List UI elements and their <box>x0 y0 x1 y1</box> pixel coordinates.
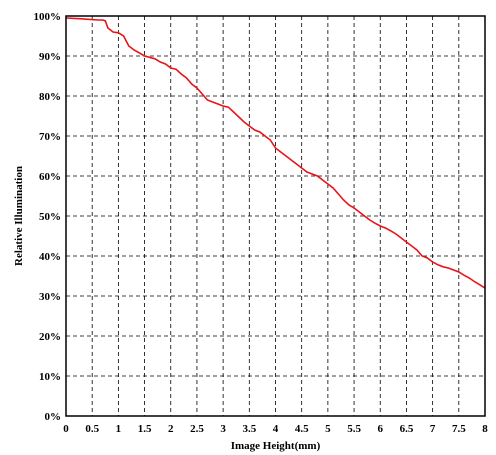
x-tick-label: 5 <box>325 423 331 435</box>
x-tick-label: 2 <box>168 423 174 435</box>
x-tick-label: 0.5 <box>85 423 99 435</box>
x-tick-label: 6.5 <box>400 423 414 435</box>
y-axis-title: Relative Illumination <box>13 166 25 266</box>
y-tick-label: 90% <box>39 51 61 63</box>
x-tick-label: 3.5 <box>242 423 256 435</box>
x-axis-title: Image Height(mm) <box>231 440 321 452</box>
series-layer <box>65 17 486 289</box>
x-tick-label: 6 <box>378 423 384 435</box>
y-tick-label: 80% <box>39 91 61 103</box>
y-tick-label: 60% <box>39 171 61 183</box>
grid <box>66 16 485 416</box>
x-tick-label: 1 <box>116 423 122 435</box>
x-tick-label: 4 <box>273 423 279 435</box>
y-tick-label: 10% <box>39 371 61 383</box>
x-tick-label: 3 <box>220 423 226 435</box>
y-tick-label: 30% <box>39 291 61 303</box>
x-tick-label: 5.5 <box>347 423 361 435</box>
y-tick-label: 20% <box>39 331 61 343</box>
x-tick-label: 8 <box>482 423 488 435</box>
x-tick-labels: 0 0.5 1 1.5 2 2.5 3 3.5 4 4.5 5 5.5 6 6.5 7 7.5 8 <box>63 423 488 435</box>
y-tick-label: 100% <box>34 11 62 23</box>
x-tick-label: 7 <box>430 423 436 435</box>
y-tick-labels: 0% 10% 20% 30% 40% 50% 60% 70% 80% 90% 100% <box>34 11 62 423</box>
x-tick-label: 4.5 <box>295 423 309 435</box>
x-tick-label: 0 <box>63 423 69 435</box>
x-tick-label: 2.5 <box>190 423 204 435</box>
y-tick-label: 0% <box>45 411 62 423</box>
y-tick-label: 50% <box>39 211 61 223</box>
plot-frame <box>65 15 486 417</box>
x-tick-label: 7.5 <box>452 423 466 435</box>
y-tick-label: 70% <box>39 131 61 143</box>
y-tick-label: 40% <box>39 251 61 263</box>
x-tick-label: 1.5 <box>138 423 152 435</box>
series-line-1 <box>65 17 486 289</box>
